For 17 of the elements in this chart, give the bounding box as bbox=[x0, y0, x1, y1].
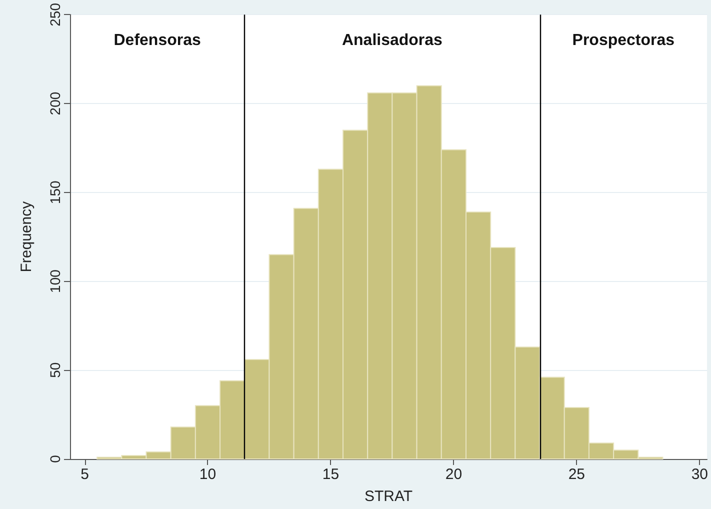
x-tick-label: 30 bbox=[691, 466, 708, 483]
x-tick-label: 10 bbox=[199, 466, 216, 483]
annotation: Prospectoras bbox=[572, 32, 675, 50]
x-tick-label: 15 bbox=[322, 466, 340, 483]
x-tick-label: 5 bbox=[80, 466, 89, 483]
x-axis-title: STRAT bbox=[364, 488, 413, 505]
y-tick-label: 200 bbox=[47, 92, 63, 116]
annotation: Defensoras bbox=[114, 32, 201, 50]
x-tick-label: 25 bbox=[568, 466, 586, 483]
y-tick-label: 50 bbox=[47, 362, 63, 378]
y-tick-label: 250 bbox=[47, 2, 63, 26]
y-tick-label: 150 bbox=[47, 180, 63, 204]
x-tick-label: 20 bbox=[445, 466, 462, 483]
y-tick-label: 100 bbox=[47, 269, 63, 293]
y-tick-label: 0 bbox=[47, 454, 63, 463]
annotation: Analisadoras bbox=[342, 32, 443, 50]
y-axis-title: Frequency bbox=[18, 200, 35, 272]
